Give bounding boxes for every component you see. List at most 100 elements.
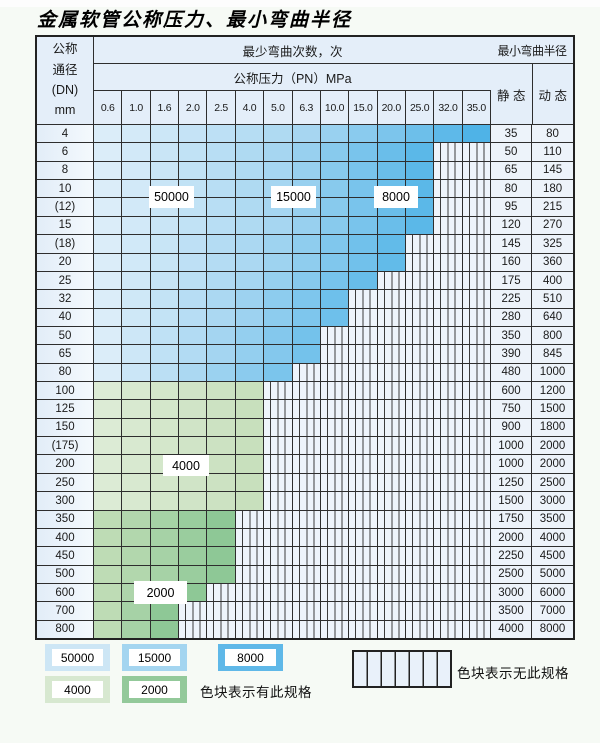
static-radius-cell: 4000 [491, 620, 533, 639]
legend-swatch: 8000 [218, 644, 283, 671]
min-bend-radius-label: 最小弯曲半径 [491, 37, 573, 64]
spec-cell [150, 345, 180, 363]
pressure-column-header: 1.0 [122, 91, 151, 124]
table-row: 4 35 80 [37, 125, 574, 144]
no-spec-cell [434, 345, 463, 363]
no-spec-cell [320, 565, 350, 583]
table-row: 450 2250 4500 [37, 547, 574, 566]
no-spec-cell [349, 455, 378, 473]
spec-cell [150, 492, 180, 510]
no-spec-cell [405, 473, 435, 492]
no-spec-cell [377, 382, 406, 400]
no-spec-cell [434, 473, 463, 492]
no-spec-cell [377, 528, 406, 547]
no-spec-cell [462, 492, 492, 510]
spec-cell [235, 161, 265, 180]
dn-cell: 100 [37, 382, 94, 400]
no-spec-cell [434, 161, 463, 180]
table-row: 350 1750 3500 [37, 510, 574, 529]
spec-cell [94, 583, 123, 602]
pressure-column-header: 10.0 [320, 91, 350, 124]
no-spec-cell [434, 400, 463, 418]
spec-cell [235, 143, 265, 161]
dn-header-line: mm [54, 103, 76, 117]
spec-cell [94, 400, 123, 418]
spec-cell [150, 602, 180, 620]
static-radius-cell: 1000 [491, 437, 533, 455]
static-radius-cell: 2000 [491, 528, 533, 547]
no-spec-cell [207, 602, 236, 620]
pressure-column-header: 0.6 [94, 91, 123, 124]
dn-header-line: 通径 [52, 62, 78, 77]
spec-cell [179, 418, 208, 437]
no-spec-cell [292, 583, 321, 602]
spec-cell [179, 143, 208, 161]
no-spec-cell [292, 492, 321, 510]
spec-cell [292, 271, 321, 290]
no-spec-cell [462, 455, 492, 473]
no-spec-cell [320, 510, 350, 528]
spec-cell [122, 620, 151, 639]
spec-cell [264, 216, 293, 235]
table-row: 200 1000 2000 [37, 455, 574, 474]
dynamic-radius-cell: 400 [532, 271, 574, 290]
spec-cell [94, 198, 123, 216]
no-spec-cell [349, 363, 378, 382]
dn-cell: (175) [37, 437, 94, 455]
spec-cell [179, 437, 208, 455]
no-spec-cell [349, 510, 378, 528]
static-radius-cell: 280 [491, 308, 533, 326]
no-spec-cell [320, 602, 350, 620]
no-spec-cell [434, 198, 463, 216]
no-spec-cell [292, 437, 321, 455]
no-spec-cell [264, 492, 293, 510]
spec-cell [207, 455, 236, 473]
dynamic-radius-cell: 2500 [532, 473, 574, 492]
no-spec-cell [377, 400, 406, 418]
spec-cell [122, 400, 151, 418]
dn-cell: 8 [37, 161, 94, 180]
spec-cell [207, 308, 236, 326]
table-row: 80 480 1000 [37, 363, 574, 383]
spec-cell [122, 382, 151, 400]
spec-cell [264, 271, 293, 290]
spec-cell [122, 345, 151, 363]
spec-cell [434, 125, 463, 143]
bend-count-zone-label: 50000 [149, 186, 194, 208]
no-spec-cell [377, 510, 406, 528]
no-spec-cell [434, 547, 463, 565]
no-spec-cell [179, 620, 208, 639]
spec-cell [292, 216, 321, 235]
no-spec-cell [434, 290, 463, 308]
no-spec-cell [434, 492, 463, 510]
spec-cell [150, 473, 180, 492]
dynamic-radius-cell: 845 [532, 345, 574, 363]
static-column-header: 静 态 [491, 64, 533, 124]
table-row: 15 120 270 [37, 216, 574, 236]
spec-cell [122, 161, 151, 180]
no-spec-cell [405, 418, 435, 437]
spec-cell [94, 418, 123, 437]
page-title: 金属软管公称压力、最小弯曲半径 [37, 9, 353, 31]
dn-header-line: 公称 [52, 42, 78, 57]
spec-cell [235, 400, 265, 418]
spec-cell [150, 235, 180, 253]
spec-cell [94, 437, 123, 455]
spec-cell [235, 437, 265, 455]
table-row: 400 2000 4000 [37, 528, 574, 548]
static-radius-cell: 1500 [491, 492, 533, 510]
dn-cell: 25 [37, 271, 94, 290]
spec-cell [292, 235, 321, 253]
spec-cell [179, 308, 208, 326]
no-spec-cell [462, 308, 492, 326]
spec-cell [179, 216, 208, 235]
spec-cell [179, 400, 208, 418]
pressure-column-header: 1.6 [150, 91, 180, 124]
dn-cell: 800 [37, 620, 94, 639]
spec-cell [150, 125, 180, 143]
spec-cell [150, 308, 180, 326]
spec-cell [207, 326, 236, 345]
no-spec-cell [235, 620, 265, 639]
no-spec-cell [462, 326, 492, 345]
spec-cell [94, 271, 123, 290]
